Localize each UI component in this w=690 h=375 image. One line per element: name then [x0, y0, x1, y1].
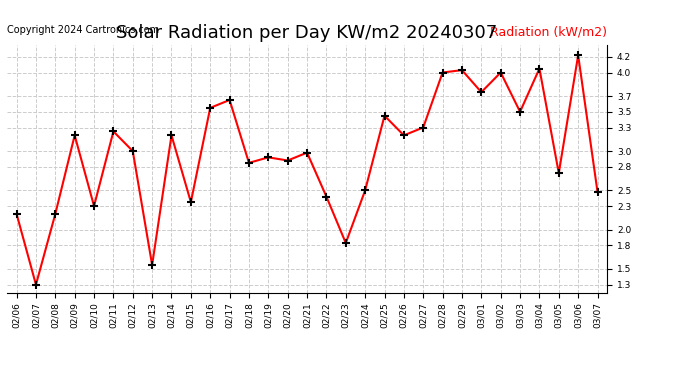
Radiation (kW/m2) [168, 133, 176, 138]
Radiation (kW/m2) [303, 150, 311, 155]
Text: Radiation (kW/m2): Radiation (kW/m2) [490, 25, 607, 38]
Radiation (kW/m2) [361, 188, 369, 193]
Radiation (kW/m2) [593, 190, 602, 194]
Title: Solar Radiation per Day KW/m2 20240307: Solar Radiation per Day KW/m2 20240307 [117, 24, 497, 42]
Radiation (kW/m2) [32, 282, 40, 287]
Radiation (kW/m2) [574, 53, 582, 57]
Radiation (kW/m2) [109, 129, 117, 134]
Radiation (kW/m2) [458, 68, 466, 72]
Radiation (kW/m2) [70, 133, 79, 138]
Radiation (kW/m2) [12, 211, 21, 216]
Radiation (kW/m2) [555, 171, 563, 176]
Radiation (kW/m2) [497, 70, 505, 75]
Radiation (kW/m2) [322, 194, 331, 199]
Line: Radiation (kW/m2): Radiation (kW/m2) [12, 51, 602, 289]
Radiation (kW/m2) [380, 114, 388, 118]
Radiation (kW/m2) [264, 155, 273, 160]
Radiation (kW/m2) [342, 241, 350, 245]
Text: Copyright 2024 Cartronics.com: Copyright 2024 Cartronics.com [7, 25, 159, 35]
Radiation (kW/m2) [419, 125, 427, 130]
Radiation (kW/m2) [284, 158, 292, 163]
Radiation (kW/m2) [128, 149, 137, 153]
Radiation (kW/m2) [206, 106, 215, 110]
Radiation (kW/m2) [438, 70, 446, 75]
Radiation (kW/m2) [245, 160, 253, 165]
Radiation (kW/m2) [400, 133, 408, 138]
Radiation (kW/m2) [51, 211, 59, 216]
Radiation (kW/m2) [477, 90, 486, 94]
Radiation (kW/m2) [90, 204, 98, 209]
Radiation (kW/m2) [516, 110, 524, 114]
Radiation (kW/m2) [535, 66, 544, 71]
Radiation (kW/m2) [187, 200, 195, 204]
Radiation (kW/m2) [226, 98, 234, 102]
Radiation (kW/m2) [148, 263, 156, 267]
